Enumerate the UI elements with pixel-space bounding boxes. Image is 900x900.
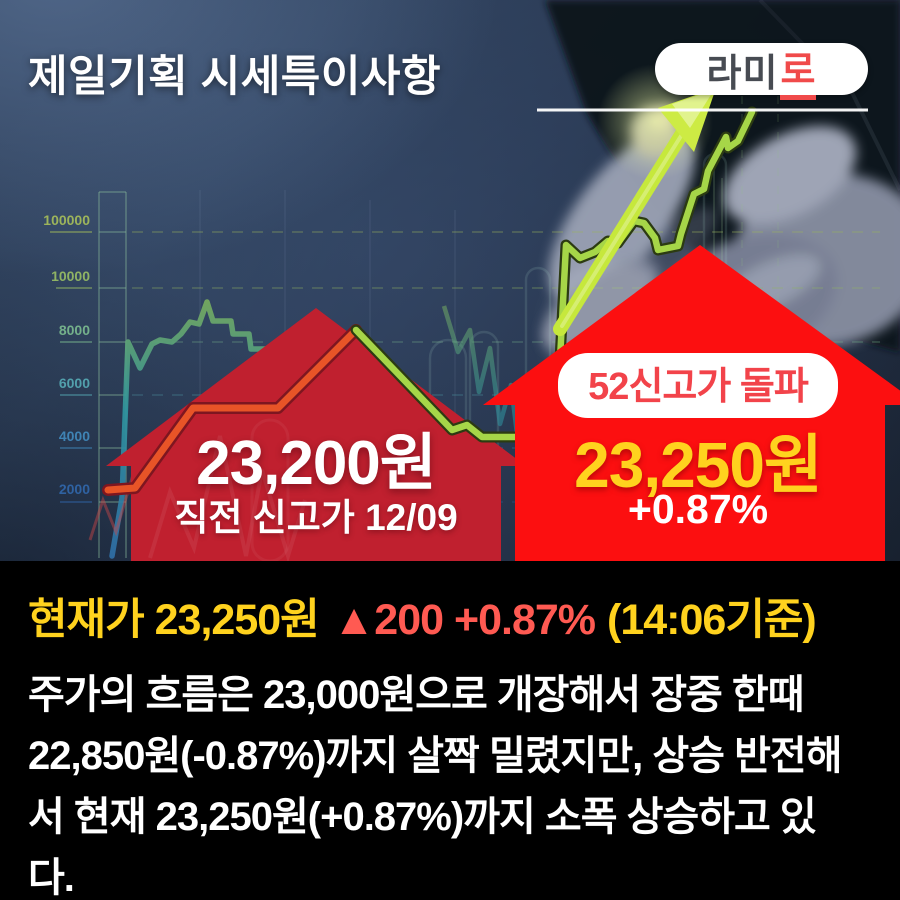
summary-paragraph: 주가의 흐름은 23,000원으로 개장해서 장중 한때 22,850원(-0.…: [28, 665, 872, 900]
current-price-text: 현재가 23,250원: [28, 596, 320, 644]
price-ticker-line: 현재가 23,250원 ▲200 +0.87% (14:06기준): [28, 585, 872, 647]
new-high-change: +0.87%: [627, 486, 769, 532]
page-title: 제일기획 시세특이사항: [28, 53, 442, 101]
axis-label: 2000: [59, 481, 90, 497]
previous-high-price: 23,200원: [196, 429, 437, 498]
axis-label: 4000: [59, 428, 90, 444]
axis-label: 10000: [51, 268, 90, 284]
logo-text-accent: 로: [780, 39, 817, 100]
summary-line: 주가의 흐름은 23,000원으로 개장해서 장중 한때: [28, 673, 805, 717]
hero-section: 100000 10000 8000 6000 4000 2000: [0, 0, 900, 561]
summary-section: 현재가 23,250원 ▲200 +0.87% (14:06기준) 주가의 흐름은 …: [0, 561, 900, 900]
summary-line: 다.: [28, 856, 75, 900]
axis-labels: 100000 10000 8000 6000 4000 2000: [43, 212, 92, 503]
brand-logo: 라미 로: [655, 43, 868, 100]
axis-label: 6000: [59, 375, 90, 391]
summary-line: 서 현재 23,250원(+0.87%)까지 소폭 상승하고 있: [28, 795, 817, 839]
orange-price-line: [102, 324, 362, 496]
previous-high-caption: 직전 신고가 12/09: [174, 497, 458, 538]
breakout-badge: 52신고가 돌파: [558, 353, 838, 418]
quote-time-text: (14:06기준): [607, 596, 817, 644]
breakout-badge-wrap: 52신고가 돌파: [518, 353, 878, 418]
left-house-shape: [106, 308, 526, 561]
axis-label: 100000: [43, 212, 90, 228]
axis-label: 8000: [59, 322, 90, 338]
price-change-text: ▲200 +0.87%: [332, 596, 596, 644]
summary-line: 22,850원(-0.87%)까지 살짝 밀렸지만, 상승 반전해: [28, 734, 843, 778]
logo-text-primary: 라미: [706, 52, 779, 95]
new-high-price: 23,250원: [574, 429, 823, 501]
